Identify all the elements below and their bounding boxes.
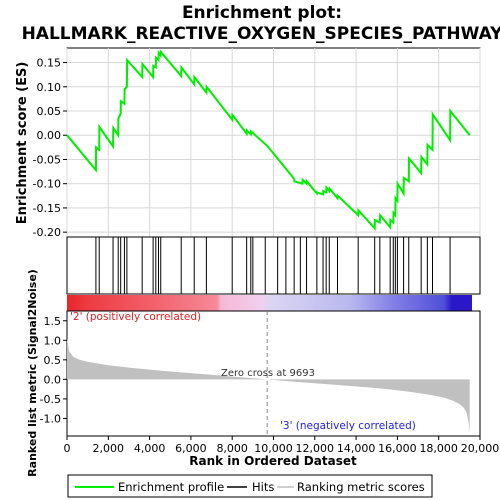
enrichment-y-tick-label: 0.00 bbox=[37, 129, 62, 142]
rank-x-axis: 0 2,000 4,000 6,000 8,000 10,000 12,000 14,000 1… bbox=[64, 436, 500, 455]
negative-correlation-label: '3' (negatively correlated) bbox=[280, 420, 416, 432]
chart-title-line-2: HALLMARK_REACTIVE_OXYGEN_SPECIES_PATHWAY bbox=[22, 24, 500, 44]
legend-hits-label: Hits bbox=[252, 480, 274, 494]
rank-x-tick-label: 6,000 bbox=[175, 442, 207, 455]
enrichment-y-tick-label: -0.05 bbox=[33, 153, 61, 166]
legend-ranking-metric-label: Ranking metric scores bbox=[297, 480, 425, 494]
enrichment-y-axis: 0.15 0.10 0.05 0.00 -0.05 -0.10 -0.15 -0.20 bbox=[33, 57, 67, 239]
rank-x-tick-label: 4,000 bbox=[134, 442, 166, 455]
ranked-metric-y-axis-label: Ranked list metric (Signal2Noise) bbox=[26, 269, 39, 477]
ranked-metric-panel: 1.51.00.50.0-0.5-1.0 Zero cross at 9693 … bbox=[26, 269, 499, 477]
rank-x-tick-label: 20,000 bbox=[461, 442, 500, 455]
rank-x-tick-label: 12,000 bbox=[296, 442, 335, 455]
zero-cross-label: Zero cross at 9693 bbox=[221, 368, 315, 379]
ranked-metric-y-tick-label: -1.0 bbox=[40, 412, 61, 425]
enrichment-score-panel: 0.15 0.10 0.05 0.00 -0.05 -0.10 -0.15 -0.20 Enr… bbox=[15, 47, 481, 239]
legend-box bbox=[67, 474, 433, 498]
enrichment-y-tick-label: 0.05 bbox=[37, 105, 62, 118]
ranked-metric-y-tick-label: 0.0 bbox=[44, 373, 62, 386]
enrichment-y-axis-label: Enrichment score (ES) bbox=[15, 62, 30, 225]
ranked-metric-y-tick-label: 1.5 bbox=[44, 315, 62, 328]
enrichment-profile-line bbox=[66, 49, 471, 231]
positive-correlation-label: '2' (positively correlated) bbox=[70, 311, 201, 323]
enrichment-grid bbox=[66, 48, 481, 237]
rank-x-tick-label: 10,000 bbox=[254, 442, 293, 455]
ranked-metric-y-axis: 1.5 1.0 0.5 0.0 -0.5 -1.0 bbox=[40, 315, 67, 425]
x-axis-label: Rank in Ordered Dataset bbox=[189, 454, 357, 468]
enrichment-y-tick-label: -0.10 bbox=[33, 178, 61, 191]
rank-x-tick-label: 18,000 bbox=[419, 442, 458, 455]
legend-enrichment-profile-label: Enrichment profile bbox=[118, 480, 224, 494]
enrichment-y-tick-label: -0.15 bbox=[33, 202, 61, 215]
chart-title-line-1: Enrichment plot: bbox=[182, 3, 342, 23]
rank-x-tick-label: 16,000 bbox=[378, 442, 417, 455]
hits-panel bbox=[66, 236, 481, 295]
ranking-metric-area bbox=[67, 338, 470, 433]
rank-x-tick-label: 0 bbox=[64, 442, 71, 455]
enrichment-y-tick-label: 0.10 bbox=[37, 81, 62, 94]
enrichment-y-tick-label: 0.15 bbox=[37, 57, 62, 70]
hits-frame bbox=[66, 236, 481, 295]
legend: Enrichment profile Hits Ranking metric s… bbox=[67, 474, 433, 498]
rank-x-tick-label: 2,000 bbox=[93, 442, 125, 455]
enrichment-y-tick-label: -0.20 bbox=[33, 226, 61, 239]
ranked-metric-y-tick-label: 0.5 bbox=[44, 354, 62, 367]
hit-markers bbox=[95, 237, 451, 294]
rank-x-tick-label: 8,000 bbox=[216, 442, 248, 455]
rank-x-tick-label: 14,000 bbox=[337, 442, 376, 455]
ranked-metric-y-tick-label: 1.0 bbox=[44, 334, 62, 347]
rank-color-bar bbox=[67, 295, 472, 311]
ranked-metric-y-tick-label: -0.5 bbox=[40, 393, 61, 406]
